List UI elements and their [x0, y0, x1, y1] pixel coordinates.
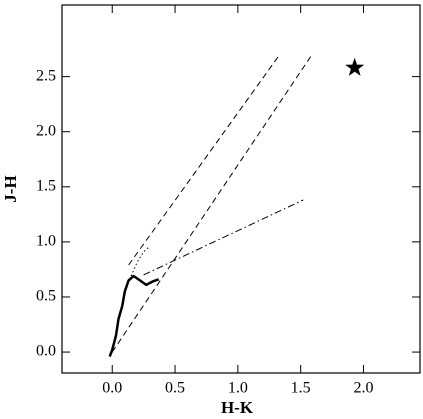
y-tick-label: 1.5 [36, 177, 56, 194]
y-tick-label: 2.0 [36, 122, 56, 139]
series-line [130, 247, 150, 277]
x-tick-label: 2.0 [353, 380, 373, 397]
y-axis-title: J-H [1, 175, 20, 202]
x-axis-title: H-K [221, 398, 254, 417]
y-tick-label: 2.5 [36, 67, 56, 84]
series-line [111, 54, 313, 353]
x-tick-label: 0.0 [102, 380, 122, 397]
series-line [128, 56, 279, 266]
series-line [108, 274, 160, 357]
star-marker [345, 57, 365, 76]
y-tick-label: 0.0 [36, 343, 56, 360]
x-tick-label: 1.0 [228, 380, 248, 397]
x-tick-label: 0.5 [165, 380, 185, 397]
y-tick-label: 1.0 [36, 233, 56, 250]
x-tick-label: 1.5 [291, 380, 311, 397]
y-tick-label: 0.5 [36, 288, 56, 305]
series-line [143, 199, 304, 276]
plot-frame [61, 4, 421, 374]
